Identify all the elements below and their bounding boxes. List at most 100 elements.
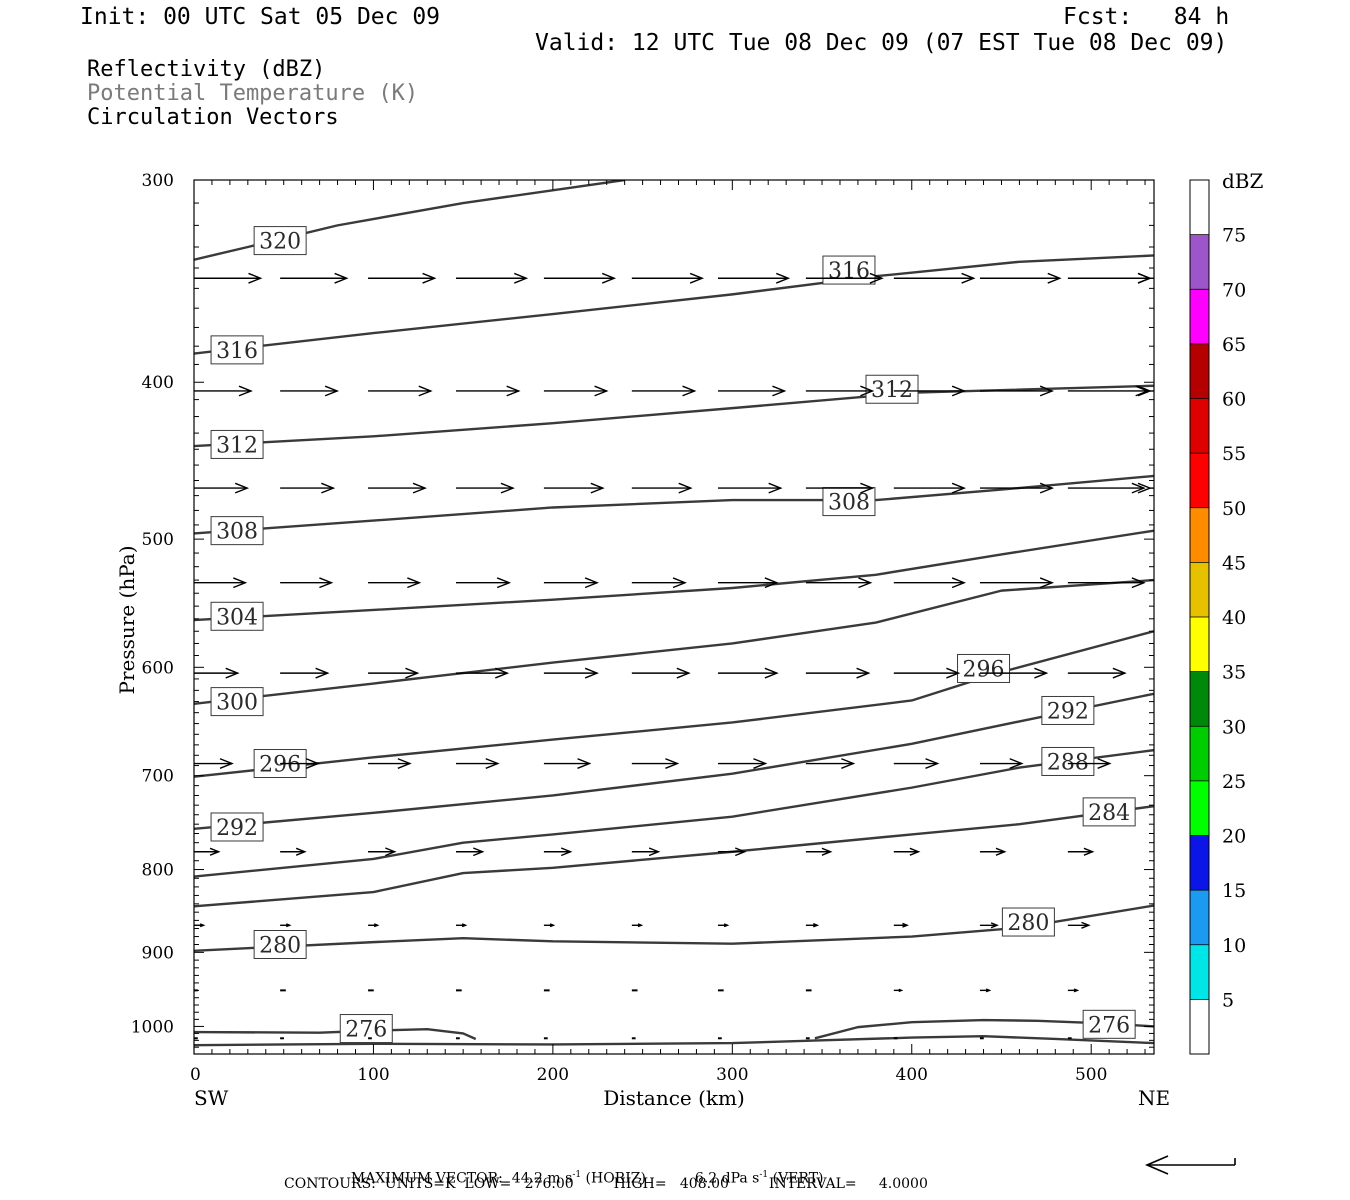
- vector-head: [1039, 482, 1055, 494]
- colorbar-segment: [1190, 234, 1209, 290]
- colorbar-label: 55: [1222, 443, 1246, 465]
- vector-head: [500, 482, 515, 494]
- vector-arrow: [280, 667, 330, 679]
- contour-label-box: [822, 487, 876, 517]
- vector-arrow: [194, 272, 263, 284]
- contour-label-box: [1001, 907, 1055, 937]
- contour-label-308: 308: [210, 516, 264, 546]
- theta-contour-304: [194, 529, 1154, 622]
- vector-head: [584, 577, 599, 589]
- vector-arrow: [1067, 272, 1152, 284]
- vector-arrow: [455, 385, 521, 397]
- vector-head: [286, 923, 292, 928]
- vector-head: [1135, 385, 1150, 397]
- vector-head: [584, 667, 599, 679]
- vector-arrow: [368, 847, 397, 857]
- vector-head: [234, 482, 250, 494]
- vector-head: [1131, 482, 1146, 494]
- contour-label-292: 292: [1041, 695, 1095, 725]
- vector-arrow: [1137, 272, 1154, 284]
- vector-arrow: [979, 272, 1062, 284]
- vector-arrow: [368, 272, 437, 284]
- vector-head: [319, 577, 334, 589]
- colorbar-label: 15: [1222, 880, 1246, 902]
- theta-contour-276: [194, 1028, 477, 1041]
- contour-label-308: 308: [822, 487, 876, 517]
- vector-head: [461, 923, 468, 928]
- theta-contour-288: [194, 748, 1154, 878]
- vector-arrow: [979, 988, 992, 993]
- y-tick-label: 700: [142, 767, 174, 787]
- contour-label-312: 312: [865, 374, 919, 404]
- vector-arrow: [1067, 847, 1095, 856]
- y-tick-label: 1000: [131, 1017, 174, 1037]
- vector-head: [373, 923, 380, 928]
- maximum-vector-note: MAXIMUM VECTOR: 44.2 m s-1 (HORIZ) 6.2 d…: [350, 1170, 824, 1187]
- vector-arrow: [1137, 385, 1154, 397]
- theta-contour-296: [194, 630, 1154, 778]
- contour-label-text: 300: [216, 691, 258, 716]
- vector-arrow: [280, 482, 336, 494]
- vector-head: [209, 847, 221, 856]
- vector-arrow: [455, 923, 468, 928]
- colorbar-segment: [1190, 780, 1209, 836]
- vector-arrow: [717, 272, 791, 284]
- contour-label-box: [865, 374, 919, 404]
- vector-head: [985, 988, 992, 993]
- vector-arrow: [979, 385, 1055, 397]
- vector-arrow: [805, 847, 833, 856]
- sw-label: SW: [194, 1086, 229, 1110]
- colorbar-label: 65: [1222, 334, 1246, 356]
- vector-head: [678, 482, 693, 494]
- vector-head: [1131, 577, 1146, 589]
- vector-arrow: [280, 847, 307, 856]
- vector-head: [1137, 272, 1152, 284]
- vector-head: [734, 847, 747, 857]
- vector-arrow: [893, 758, 940, 769]
- vector-head: [305, 758, 321, 769]
- vector-arrow: [979, 482, 1055, 494]
- vector-head: [951, 482, 966, 494]
- contour-label-box: [210, 516, 264, 546]
- contour-label-316: 316: [822, 255, 876, 285]
- vector-head: [1137, 385, 1152, 397]
- contour-label-text: 280: [1007, 911, 1049, 936]
- colorbar-label: 70: [1222, 279, 1246, 301]
- vector-head: [405, 667, 420, 679]
- vector-arrow: [368, 385, 433, 397]
- y-tick-label: 500: [142, 530, 174, 550]
- vector-arrow: [543, 923, 556, 928]
- contour-label-280: 280: [253, 930, 307, 960]
- vector-head: [990, 922, 999, 929]
- vector-head: [473, 847, 485, 857]
- vector-head: [951, 385, 966, 397]
- vector-arrow: [805, 923, 820, 928]
- contour-label-284: 284: [1082, 797, 1136, 827]
- vector-arrow: [1067, 758, 1112, 769]
- contour-label-text: 320: [259, 230, 301, 255]
- y-tick-label: 800: [142, 861, 174, 881]
- vector-head: [1047, 272, 1062, 284]
- x-tick-label: 200: [537, 1065, 569, 1085]
- vector-arrow: [1067, 385, 1150, 397]
- colorbar-label: 20: [1222, 826, 1246, 848]
- vector-head: [764, 577, 779, 589]
- vector-arrow: [1067, 988, 1080, 993]
- vector-head: [225, 667, 240, 679]
- colorbar-label: 50: [1222, 498, 1246, 520]
- vector-head: [385, 847, 397, 857]
- colorbar-segment: [1190, 671, 1209, 727]
- vector-arrow: [893, 272, 976, 284]
- vector-head: [1112, 667, 1127, 679]
- vector-head: [772, 385, 787, 397]
- vector-arrow: [893, 922, 909, 928]
- vector-head: [821, 847, 833, 856]
- contour-label-296: 296: [957, 653, 1011, 683]
- vector-head: [422, 272, 437, 284]
- y-tick-label: 600: [142, 658, 174, 678]
- vector-head: [1009, 758, 1024, 769]
- vector-arrow: [631, 923, 644, 928]
- vector-arrow: [368, 923, 380, 928]
- contour-label-320: 320: [253, 226, 307, 256]
- vector-head: [1039, 385, 1055, 397]
